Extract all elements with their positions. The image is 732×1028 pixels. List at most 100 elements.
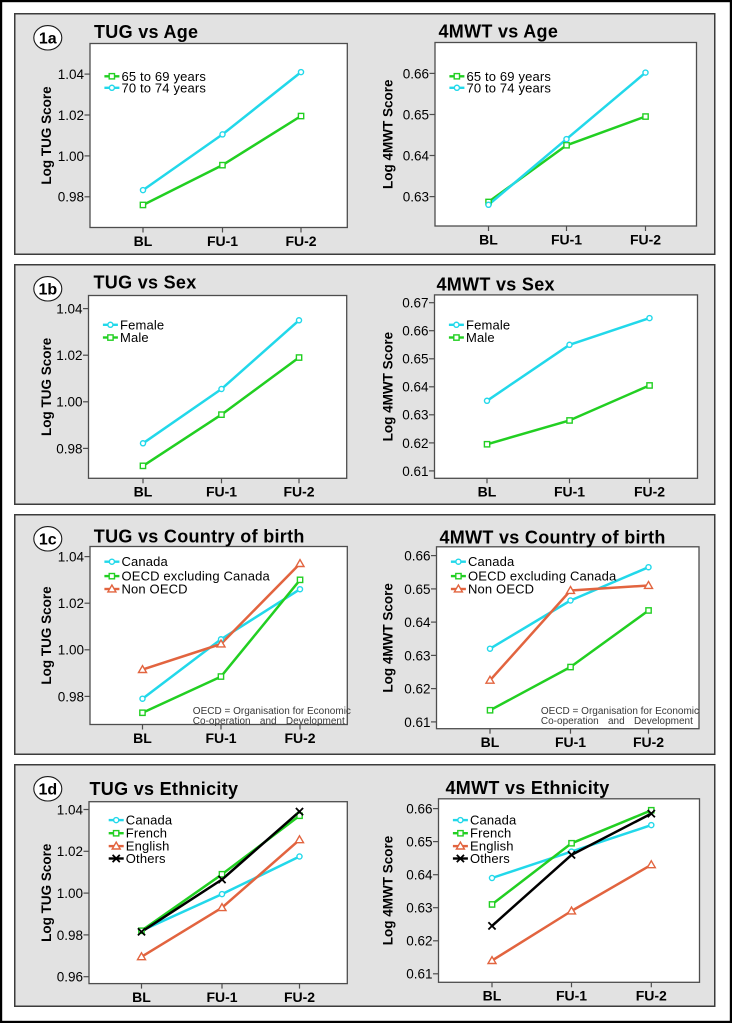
svg-text:0.98: 0.98 (57, 928, 83, 943)
svg-text:1.00: 1.00 (56, 395, 82, 410)
svg-text:BL: BL (481, 734, 500, 750)
svg-text:0.62: 0.62 (402, 436, 428, 451)
svg-text:Canada: Canada (470, 813, 517, 828)
svg-text:0.61: 0.61 (402, 464, 428, 479)
svg-text:FU-2: FU-2 (636, 988, 667, 1004)
svg-text:Log TUG Score: Log TUG Score (39, 86, 54, 185)
svg-text:65 to 69 years: 65 to 69 years (122, 69, 207, 84)
svg-text:0.62: 0.62 (406, 934, 432, 949)
svg-text:1a: 1a (39, 31, 57, 48)
svg-text:1.00: 1.00 (58, 149, 84, 164)
svg-text:70 to 74 years: 70 to 74 years (467, 80, 552, 95)
svg-text:FU-1: FU-1 (555, 734, 586, 750)
svg-text:0.61: 0.61 (406, 967, 432, 982)
svg-text:Canada: Canada (126, 813, 173, 828)
svg-text:Log TUG Score: Log TUG Score (39, 843, 54, 942)
svg-text:Log TUG Score: Log TUG Score (39, 337, 54, 436)
svg-text:0.63: 0.63 (406, 901, 432, 916)
svg-text:1d: 1d (38, 782, 57, 799)
svg-text:4MWT vs Ethnicity: 4MWT vs Ethnicity (446, 778, 610, 798)
svg-text:1.02: 1.02 (56, 348, 82, 363)
svg-text:BL: BL (132, 989, 151, 1005)
svg-text:FU-1: FU-1 (205, 730, 236, 746)
svg-text:Non OECD: Non OECD (122, 582, 188, 597)
svg-text:OECD = Organisation for Econom: OECD = Organisation for Economic (541, 706, 699, 717)
svg-text:0.65: 0.65 (406, 835, 432, 850)
svg-text:4MWT vs Sex: 4MWT vs Sex (437, 275, 555, 295)
svg-text:FU-2: FU-2 (285, 233, 316, 249)
svg-text:Canada: Canada (468, 554, 515, 569)
svg-text:French: French (126, 826, 167, 841)
svg-text:BL: BL (478, 484, 497, 500)
svg-text:1b: 1b (38, 282, 57, 299)
svg-text:0.61: 0.61 (404, 715, 430, 730)
svg-text:0.64: 0.64 (402, 380, 429, 395)
svg-text:FU-2: FU-2 (284, 989, 315, 1005)
svg-text:Co-operation and Development: Co-operation and Development (193, 716, 345, 727)
svg-text:French: French (470, 826, 511, 841)
svg-text:1.02: 1.02 (58, 108, 84, 123)
svg-text:0.64: 0.64 (406, 868, 433, 883)
svg-text:Others: Others (470, 851, 510, 866)
svg-text:TUG vs Sex: TUG vs Sex (94, 273, 197, 293)
svg-text:Canada: Canada (122, 554, 169, 569)
svg-text:0.65: 0.65 (404, 582, 430, 597)
svg-text:0.96: 0.96 (57, 970, 83, 985)
svg-text:Others: Others (126, 851, 166, 866)
svg-text:4MWT vs Country of birth: 4MWT vs Country of birth (440, 527, 666, 547)
svg-text:0.66: 0.66 (403, 66, 429, 81)
svg-text:0.64: 0.64 (404, 615, 431, 630)
svg-text:FU-2: FU-2 (283, 484, 314, 500)
svg-text:FU-1: FU-1 (551, 231, 582, 247)
svg-text:Female: Female (466, 317, 510, 332)
svg-text:FU-2: FU-2 (630, 231, 661, 247)
svg-text:1.00: 1.00 (58, 643, 84, 658)
svg-text:FU-1: FU-1 (556, 988, 587, 1004)
svg-text:FU-1: FU-1 (554, 484, 585, 500)
svg-text:0.98: 0.98 (58, 190, 84, 205)
svg-text:1c: 1c (39, 532, 57, 549)
svg-text:BL: BL (133, 730, 152, 746)
svg-text:Log TUG Score: Log TUG Score (39, 586, 54, 685)
svg-text:TUG vs Ethnicity: TUG vs Ethnicity (90, 779, 239, 799)
svg-text:1.00: 1.00 (57, 886, 83, 901)
svg-text:BL: BL (134, 484, 153, 500)
svg-text:FU-2: FU-2 (284, 730, 315, 746)
svg-text:Co-operation and Development: Co-operation and Development (541, 716, 693, 727)
svg-text:Log 4MWT Score: Log 4MWT Score (381, 331, 396, 441)
svg-text:0.98: 0.98 (58, 689, 84, 704)
svg-text:Female: Female (120, 317, 164, 332)
svg-text:TUG vs Age: TUG vs Age (94, 22, 198, 42)
svg-text:BL: BL (483, 988, 502, 1004)
svg-text:BL: BL (134, 233, 153, 249)
svg-text:1.02: 1.02 (57, 844, 83, 859)
svg-text:4MWT vs Age: 4MWT vs Age (439, 22, 559, 42)
svg-text:English: English (126, 839, 170, 854)
svg-text:0.98: 0.98 (56, 441, 82, 456)
svg-text:Log 4MWT Score: Log 4MWT Score (381, 583, 396, 693)
svg-text:FU-1: FU-1 (207, 233, 238, 249)
svg-text:OECD excluding Canada: OECD excluding Canada (468, 569, 617, 584)
svg-text:OECD excluding Canada: OECD excluding Canada (122, 569, 271, 584)
svg-text:TUG vs Country of birth: TUG vs Country of birth (94, 526, 305, 546)
svg-text:FU-2: FU-2 (633, 734, 664, 750)
svg-text:FU-1: FU-1 (206, 989, 237, 1005)
svg-text:1.04: 1.04 (57, 802, 84, 817)
svg-text:BL: BL (479, 231, 498, 247)
svg-text:1.04: 1.04 (58, 550, 85, 565)
svg-text:Male: Male (466, 330, 495, 345)
svg-text:Log 4MWT Score: Log 4MWT Score (381, 79, 396, 189)
svg-text:1.02: 1.02 (58, 596, 84, 611)
svg-text:FU-2: FU-2 (634, 484, 665, 500)
svg-text:Non OECD: Non OECD (468, 582, 534, 597)
svg-text:0.62: 0.62 (404, 682, 430, 697)
svg-text:0.65: 0.65 (403, 107, 429, 122)
svg-text:0.66: 0.66 (404, 549, 430, 564)
svg-text:0.64: 0.64 (403, 148, 430, 163)
svg-text:70 to 74 years: 70 to 74 years (122, 80, 207, 95)
svg-text:1.04: 1.04 (58, 67, 85, 82)
svg-text:Log 4MWT Score: Log 4MWT Score (381, 835, 396, 945)
svg-text:0.67: 0.67 (402, 296, 428, 311)
svg-text:Male: Male (120, 330, 149, 345)
svg-text:65 to 69 years: 65 to 69 years (467, 69, 552, 84)
